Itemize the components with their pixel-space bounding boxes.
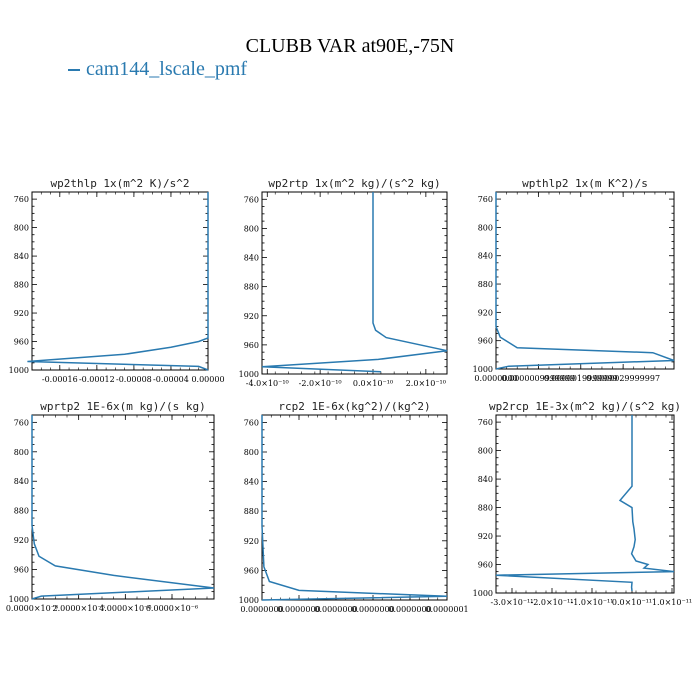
chart-panel-1: wp2thlp 1x(m^2 K)/s^2 760 800 840 880 920 960 1… (9, 177, 225, 384)
y-tick-label: 1000 (473, 589, 493, 598)
y-tick-label: 920 (14, 536, 29, 545)
y-tick-label: 800 (244, 224, 259, 233)
y-tick-label: 920 (478, 308, 493, 317)
y-tick-label: 880 (244, 507, 259, 516)
y-tick-label: 960 (478, 561, 493, 570)
plot-frame (495, 414, 675, 594)
chart-title: wp2rtp 1x(m^2 kg)/(s^2 kg) (268, 177, 440, 190)
x-tick-label: -0.00012 (79, 375, 115, 384)
y-tick-label: 840 (244, 254, 259, 263)
plot-frame (495, 191, 675, 370)
plot-frame (261, 191, 448, 375)
x-tick-label: 0.0000029999997 (586, 374, 660, 383)
y-tick-label: 840 (478, 252, 493, 261)
y-tick-label: 760 (14, 418, 29, 427)
x-tick-label: 0.0×10⁻¹¹ (612, 598, 652, 607)
chart-panel-6: wp2rcp 1E-3x(m^2 kg)/(s^2 kg) 760 800 840 88… (473, 400, 692, 607)
y-tick-label: 800 (14, 224, 29, 233)
y-tick-label: 800 (244, 448, 259, 457)
y-tick-label: 760 (478, 195, 493, 204)
x-tick-label: -2.0×10⁻¹⁰ (299, 379, 342, 388)
x-tick-label: -0.00004 (153, 375, 189, 384)
chart-panel-3: wpthlp2 1x(m K^2)/s 760 800 840 880 920 960 100… (473, 177, 675, 383)
chart-panel-4: wprtp2 1E-6x(m kg)/(s kg) 760 800 840 880 920… (6, 400, 215, 613)
page-title: CLUBB VAR at90E,-75N (245, 35, 455, 57)
y-tick-label: 960 (478, 337, 493, 346)
series-line (495, 192, 675, 370)
x-tick-label: 0.0000000 (351, 605, 394, 614)
y-tick-label: 1000 (9, 595, 29, 604)
y-tick-label: 1000 (9, 366, 29, 375)
y-tick-label: 960 (244, 341, 259, 350)
chart-title: wp2thlp 1x(m^2 K)/s^2 (50, 177, 189, 190)
x-tick-label: -2.0×10⁻¹¹ (531, 598, 574, 607)
series-line (27, 192, 209, 371)
chart-panel-5: rcp2 1E-6x(kg^2)/(kg^2) 760 800 840 880 920 96… (239, 400, 469, 614)
y-tick-label: 840 (244, 478, 259, 487)
x-tick-label: 0.0000000 (474, 374, 517, 383)
x-tick-label: 4.0000×10⁻⁶ (99, 604, 151, 613)
x-tick-label: 0.0000019999999 (544, 374, 618, 383)
y-tick-label: 840 (14, 252, 29, 261)
x-tick-label: 0.0000000 (277, 605, 320, 614)
y-tick-label: 880 (478, 280, 493, 289)
x-tick-label: -4.0×10⁻¹⁰ (246, 379, 289, 388)
y-tick-label: 840 (478, 475, 493, 484)
y-tick-label: 880 (244, 283, 259, 292)
plot-frame (31, 191, 209, 371)
chart-title: wp2rcp 1E-3x(m^2 kg)/(s^2 kg) (489, 400, 681, 413)
x-tick-label: 0.0000009999999 (501, 374, 575, 383)
y-tick-label: 800 (478, 447, 493, 456)
y-tick-label: 880 (478, 504, 493, 513)
x-tick-label: 0.00000 (191, 375, 224, 384)
y-tick-label: 760 (244, 418, 259, 427)
y-tick-label: 800 (14, 448, 29, 457)
x-tick-label: 2.0000×10⁻⁶ (53, 604, 105, 613)
y-tick-label: 880 (14, 507, 29, 516)
x-tick-label: 2.0×10⁻¹⁰ (406, 379, 446, 388)
y-tick-label: 920 (14, 309, 29, 318)
x-tick-label: -3.0×10⁻¹¹ (491, 598, 534, 607)
x-tick-label: 0.0000000 (240, 605, 283, 614)
y-tick-label: 1000 (239, 370, 259, 379)
y-tick-label: 840 (14, 477, 29, 486)
y-tick-label: 880 (14, 281, 29, 290)
plot-frame (261, 414, 448, 601)
series-line (261, 415, 448, 601)
x-tick-label: 0.0000000 (314, 605, 357, 614)
x-tick-label: -0.00016 (42, 375, 78, 384)
x-tick-label: 0.0000000 (388, 605, 431, 614)
x-tick-label: 0.0000×10⁻⁶ (6, 604, 58, 613)
legend: cam144_lscale_pmf (68, 58, 247, 81)
legend-label: cam144_lscale_pmf (86, 58, 248, 80)
plot-frame (31, 414, 215, 600)
y-tick-label: 960 (244, 566, 259, 575)
y-tick-label: 760 (478, 418, 493, 427)
y-tick-label: 920 (244, 537, 259, 546)
y-tick-label: 1000 (473, 365, 493, 374)
chart-panel-2: wp2rtp 1x(m^2 kg)/(s^2 kg) 760 800 840 880 92… (239, 177, 448, 388)
chart-title: wpthlp2 1x(m K^2)/s (522, 177, 648, 190)
y-tick-label: 960 (14, 338, 29, 347)
x-tick-label: -1.0×10⁻¹¹ (571, 598, 614, 607)
y-tick-label: 800 (478, 223, 493, 232)
y-tick-label: 760 (14, 195, 29, 204)
y-tick-label: 960 (14, 566, 29, 575)
y-tick-label: 760 (244, 195, 259, 204)
series-line (495, 415, 675, 591)
y-tick-label: 1000 (239, 596, 259, 605)
y-tick-label: 920 (244, 312, 259, 321)
x-tick-label: -0.00008 (116, 375, 152, 384)
y-tick-label: 920 (478, 532, 493, 541)
chart-title: rcp2 1E-6x(kg^2)/(kg^2) (278, 400, 430, 413)
x-tick-label: 6.0000×10⁻⁶ (146, 604, 198, 613)
legend-line-swatch (68, 69, 80, 72)
series-line (31, 415, 215, 600)
series-line (261, 192, 448, 373)
chart-title: wprtp2 1E-6x(m kg)/(s kg) (40, 400, 206, 413)
x-tick-label: 0.0000001 (425, 605, 468, 614)
x-tick-label: 1.0×10⁻¹¹ (652, 598, 692, 607)
x-tick-label: 0.0×10⁻¹⁰ (353, 379, 393, 388)
